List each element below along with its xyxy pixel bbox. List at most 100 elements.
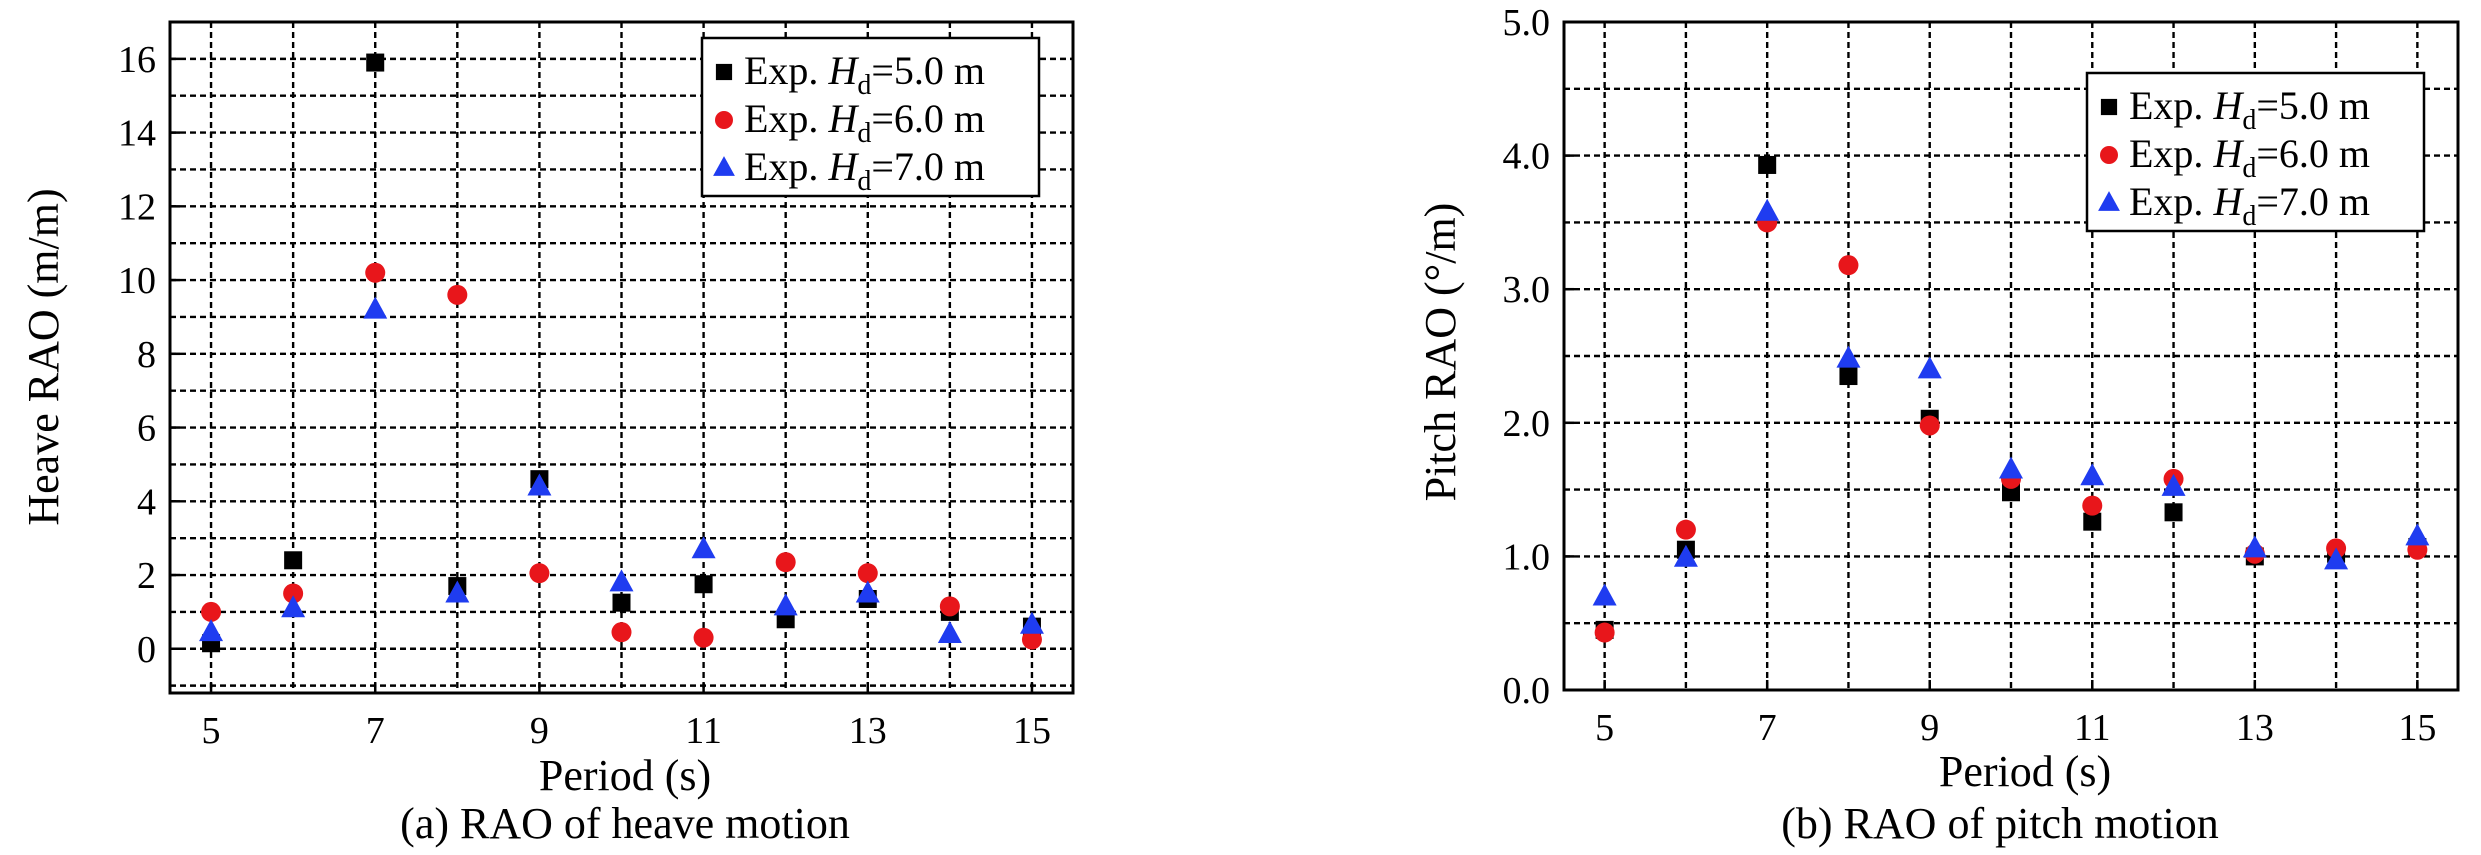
y-tick-label: 5.0 bbox=[1503, 2, 1551, 44]
data-point-square bbox=[366, 53, 385, 72]
x-tick-label: 11 bbox=[685, 710, 722, 752]
data-point-square bbox=[1758, 155, 1777, 174]
data-point-triangle bbox=[691, 536, 716, 559]
data-point-square bbox=[612, 593, 631, 612]
data-point-circle bbox=[857, 563, 878, 584]
data-point-triangle bbox=[1755, 198, 1780, 221]
x-tick-label: 13 bbox=[849, 710, 887, 752]
data-point-circle bbox=[447, 284, 468, 305]
data-point-circle bbox=[2082, 495, 2103, 516]
data-point-circle bbox=[939, 596, 960, 617]
y-tick-label: 14 bbox=[118, 113, 156, 155]
heave-grid bbox=[170, 22, 1073, 693]
legend-marker-triangle bbox=[2098, 191, 2120, 211]
data-point-square bbox=[694, 575, 713, 594]
y-tick-label: 3.0 bbox=[1503, 269, 1551, 311]
x-tick-label: 9 bbox=[1920, 707, 1939, 749]
data-point-triangle bbox=[2405, 523, 2430, 546]
data-point-square bbox=[2083, 512, 2102, 531]
data-point-triangle bbox=[855, 580, 880, 603]
pitch-series-3 bbox=[1592, 198, 2430, 606]
data-point-triangle bbox=[199, 619, 224, 642]
data-point-triangle bbox=[2161, 473, 2186, 496]
legend-entry-label: Exp. Hd=5.0 m bbox=[2129, 83, 2370, 136]
data-point-square bbox=[284, 551, 303, 570]
x-tick-label: 7 bbox=[366, 710, 385, 752]
data-point-circle bbox=[365, 262, 386, 283]
data-point-triangle bbox=[445, 580, 470, 603]
data-point-triangle bbox=[527, 473, 552, 496]
data-point-triangle bbox=[281, 595, 306, 618]
data-point-square bbox=[1839, 367, 1858, 386]
data-point-circle bbox=[611, 622, 632, 643]
data-point-circle bbox=[529, 563, 550, 584]
y-tick-label: 4.0 bbox=[1503, 136, 1551, 178]
data-point-triangle bbox=[609, 569, 634, 592]
legend-entry-label: Exp. Hd=5.0 m bbox=[744, 48, 985, 101]
y-tick-label: 1.0 bbox=[1503, 536, 1551, 578]
data-point-circle bbox=[201, 601, 222, 622]
heave-rao-chart: 5 7 9 11 13 15 0 2 4 6 8 10 12 14 16 Period (s) Heave RA… bbox=[19, 20, 1075, 848]
legend-box bbox=[2085, 71, 2426, 233]
data-point-triangle bbox=[2242, 535, 2267, 558]
data-point-triangle bbox=[363, 296, 388, 319]
pitch-x-axis-label: Period (s) bbox=[1939, 747, 2111, 796]
data-point-triangle bbox=[937, 621, 962, 644]
legend-entry-label: Exp. Hd=6.0 m bbox=[744, 96, 985, 149]
legend-marker-circle bbox=[2100, 146, 2118, 164]
y-tick-label: 12 bbox=[118, 186, 156, 228]
heave-series-2 bbox=[201, 262, 1042, 650]
data-point-circle bbox=[693, 627, 714, 648]
data-point-circle bbox=[1919, 415, 1940, 436]
y-tick-label: 0 bbox=[137, 629, 156, 671]
legend-marker-circle bbox=[715, 111, 733, 129]
pitch-rao-chart: 5 7 9 11 13 15 0.0 1.0 2.0 3.0 4.0 5.0 Period (s) Pit… bbox=[1416, 2, 2460, 848]
data-point-triangle bbox=[1999, 456, 2023, 479]
y-tick-label: 6 bbox=[137, 408, 156, 450]
pitch-plot-frame bbox=[1562, 20, 2460, 692]
heave-plot-frame bbox=[168, 20, 1075, 695]
legend-box bbox=[700, 36, 1041, 198]
data-point-triangle bbox=[1019, 611, 1044, 634]
data-point-circle bbox=[283, 583, 304, 604]
legend-entry-label: Exp. Hd=6.0 m bbox=[2129, 131, 2370, 184]
data-point-square bbox=[2164, 503, 2183, 522]
y-tick-label: 0.0 bbox=[1503, 670, 1551, 712]
data-point-triangle bbox=[773, 593, 798, 616]
y-tick-label: 4 bbox=[137, 481, 156, 523]
x-tick-label: 11 bbox=[2074, 707, 2111, 749]
x-tick-label: 9 bbox=[530, 710, 549, 752]
data-point-circle bbox=[1838, 255, 1859, 276]
data-point-triangle bbox=[2080, 463, 2105, 486]
legend-marker-square bbox=[2100, 98, 2118, 116]
data-point-circle bbox=[1675, 519, 1696, 540]
legend-marker-triangle bbox=[713, 156, 735, 176]
legend-entry-label: Exp. Hd=7.0 m bbox=[2129, 179, 2370, 232]
y-tick-label: 10 bbox=[118, 260, 156, 302]
pitch-y-axis-label: Pitch RAO (°/m) bbox=[1416, 203, 1465, 502]
y-tick-label: 2 bbox=[137, 555, 156, 597]
x-tick-label: 13 bbox=[2236, 707, 2274, 749]
data-point-triangle bbox=[1673, 544, 1698, 567]
data-point-triangle bbox=[1917, 356, 1942, 379]
data-point-triangle bbox=[2324, 547, 2349, 570]
legend-marker-square bbox=[715, 63, 733, 81]
heave-x-axis-label: Period (s) bbox=[539, 751, 711, 800]
x-tick-label: 15 bbox=[1013, 710, 1051, 752]
x-tick-label: 5 bbox=[202, 710, 221, 752]
x-tick-label: 7 bbox=[1758, 707, 1777, 749]
y-tick-label: 16 bbox=[118, 39, 156, 81]
y-tick-label: 2.0 bbox=[1503, 403, 1551, 445]
y-tick-label: 8 bbox=[137, 334, 156, 376]
heave-y-axis-label: Heave RAO (m/m) bbox=[19, 188, 68, 525]
heave-series-3 bbox=[199, 296, 1044, 644]
data-point-circle bbox=[1021, 629, 1042, 650]
data-point-circle bbox=[775, 552, 796, 573]
data-point-triangle bbox=[1836, 345, 1861, 368]
data-point-circle bbox=[1594, 622, 1615, 643]
data-point-triangle bbox=[1592, 583, 1617, 606]
x-tick-label: 15 bbox=[2398, 707, 2436, 749]
